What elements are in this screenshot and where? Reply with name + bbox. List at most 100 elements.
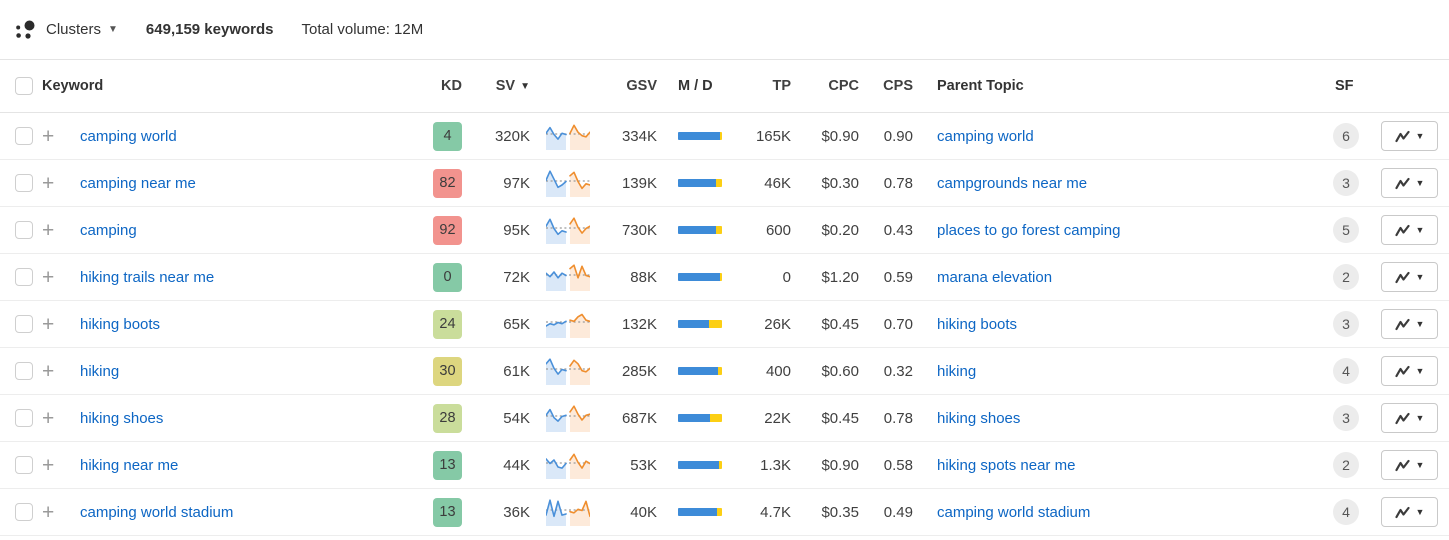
trend-line-icon [1394, 177, 1410, 189]
cpc-value: $0.60 [821, 362, 859, 380]
parent-topic-link[interactable]: places to go forest camping [937, 221, 1121, 239]
clusters-dropdown[interactable]: Clusters ▼ [46, 21, 118, 38]
parent-topic-link[interactable]: hiking spots near me [937, 456, 1076, 474]
add-keyword-icon[interactable]: + [42, 218, 55, 242]
tp-value: 46K [764, 174, 791, 192]
add-keyword-icon[interactable]: + [42, 359, 55, 383]
row-checkbox[interactable] [15, 503, 33, 521]
keyword-link[interactable]: hiking [80, 362, 120, 380]
header-tp[interactable]: TP [772, 78, 791, 94]
add-keyword-icon[interactable]: + [42, 500, 55, 524]
chevron-down-icon: ▼ [1415, 460, 1425, 470]
table-row: + hiking near me 13 44K 53K 1.3K $0.90 0… [0, 442, 1449, 489]
mobile-desktop-bar [678, 179, 722, 187]
mobile-desktop-bar [678, 320, 722, 328]
kd-badge: 13 [433, 497, 462, 527]
volume-trend-sparkline [546, 499, 590, 526]
select-all-checkbox[interactable] [15, 77, 33, 95]
serp-overview-button[interactable]: ▼ [1381, 356, 1438, 386]
header-sf[interactable]: SF [1335, 78, 1354, 94]
header-kd[interactable]: KD [441, 78, 462, 94]
sf-badge: 3 [1333, 170, 1359, 196]
row-checkbox[interactable] [15, 409, 33, 427]
add-keyword-icon[interactable]: + [42, 453, 55, 477]
header-cpc[interactable]: CPC [828, 78, 859, 94]
row-checkbox[interactable] [15, 221, 33, 239]
parent-topic-link[interactable]: hiking boots [937, 315, 1018, 333]
serp-overview-button[interactable]: ▼ [1381, 262, 1438, 292]
tp-value: 600 [765, 221, 791, 239]
header-sv[interactable]: SV ▼ [462, 78, 530, 94]
cpc-value: $0.90 [821, 456, 859, 474]
mobile-share-segment [678, 461, 720, 469]
row-checkbox[interactable] [15, 315, 33, 333]
keyword-link[interactable]: camping world stadium [80, 503, 234, 521]
add-keyword-icon[interactable]: + [42, 406, 55, 430]
header-cps[interactable]: CPS [883, 78, 913, 94]
keyword-link[interactable]: camping [80, 221, 137, 239]
serp-overview-button[interactable]: ▼ [1381, 168, 1438, 198]
cps-value: 0.32 [883, 362, 913, 380]
trend-line-icon [1394, 318, 1410, 330]
cps-value: 0.43 [883, 221, 913, 239]
keyword-link[interactable]: hiking trails near me [80, 268, 215, 286]
sf-badge: 2 [1333, 264, 1359, 290]
keyword-link[interactable]: hiking boots [80, 315, 161, 333]
row-checkbox[interactable] [15, 127, 33, 145]
mobile-desktop-bar [678, 273, 722, 281]
header-md[interactable]: M / D [678, 78, 713, 94]
kd-badge: 4 [433, 121, 462, 151]
keyword-link[interactable]: hiking shoes [80, 409, 164, 427]
kd-badge: 13 [433, 450, 462, 480]
gsv-value: 139K [621, 174, 657, 192]
mobile-desktop-bar [678, 132, 722, 140]
volume-trend-sparkline [546, 313, 590, 338]
keyword-link[interactable]: hiking near me [80, 456, 179, 474]
sv-value: 36K [503, 503, 530, 521]
clusters-dropdown-label: Clusters [46, 21, 102, 38]
sf-badge: 2 [1333, 452, 1359, 478]
parent-topic-link[interactable]: campgrounds near me [937, 174, 1088, 192]
kd-badge: 82 [433, 168, 462, 198]
row-checkbox[interactable] [15, 456, 33, 474]
desktop-share-segment [708, 320, 722, 328]
serp-overview-button[interactable]: ▼ [1381, 309, 1438, 339]
parent-topic-link[interactable]: hiking shoes [937, 409, 1021, 427]
serp-overview-button[interactable]: ▼ [1381, 450, 1438, 480]
add-keyword-icon[interactable]: + [42, 312, 55, 336]
header-parent-topic[interactable]: Parent Topic [937, 78, 1024, 94]
parent-topic-link[interactable]: hiking [937, 362, 977, 380]
cps-value: 0.78 [883, 174, 913, 192]
sv-value: 95K [503, 221, 530, 239]
keyword-link[interactable]: camping near me [80, 174, 196, 192]
parent-topic-link[interactable]: marana elevation [937, 268, 1053, 286]
keyword-link[interactable]: camping world [80, 127, 177, 145]
desktop-share-segment [716, 226, 722, 234]
add-keyword-icon[interactable]: + [42, 265, 55, 289]
add-keyword-icon[interactable]: + [42, 171, 55, 195]
parent-topic-link[interactable]: camping world [937, 127, 1034, 145]
header-keyword[interactable]: Keyword [42, 78, 104, 94]
cpc-value: $0.30 [821, 174, 859, 192]
serp-overview-button[interactable]: ▼ [1381, 403, 1438, 433]
volume-trend-sparkline [546, 358, 590, 385]
add-keyword-icon[interactable]: + [42, 124, 55, 148]
serp-overview-button[interactable]: ▼ [1381, 215, 1438, 245]
row-checkbox[interactable] [15, 174, 33, 192]
trend-line-icon [1394, 224, 1410, 236]
row-checkbox[interactable] [15, 362, 33, 380]
desktop-share-segment [720, 273, 722, 281]
table-row: + hiking trails near me 0 72K 88K 0 $1.2… [0, 254, 1449, 301]
table-row: + hiking 30 61K 285K 400 $0.60 0.32 hiki… [0, 348, 1449, 395]
row-checkbox[interactable] [15, 268, 33, 286]
serp-overview-button[interactable]: ▼ [1381, 121, 1438, 151]
serp-overview-button[interactable]: ▼ [1381, 497, 1438, 527]
sort-desc-icon: ▼ [520, 80, 530, 92]
parent-topic-link[interactable]: camping world stadium [937, 503, 1091, 521]
volume-trend-sparkline [546, 405, 590, 432]
header-gsv[interactable]: GSV [626, 78, 657, 94]
sf-badge: 4 [1333, 499, 1359, 525]
mobile-share-segment [678, 132, 721, 140]
cps-value: 0.49 [883, 503, 913, 521]
gsv-value: 285K [621, 362, 657, 380]
